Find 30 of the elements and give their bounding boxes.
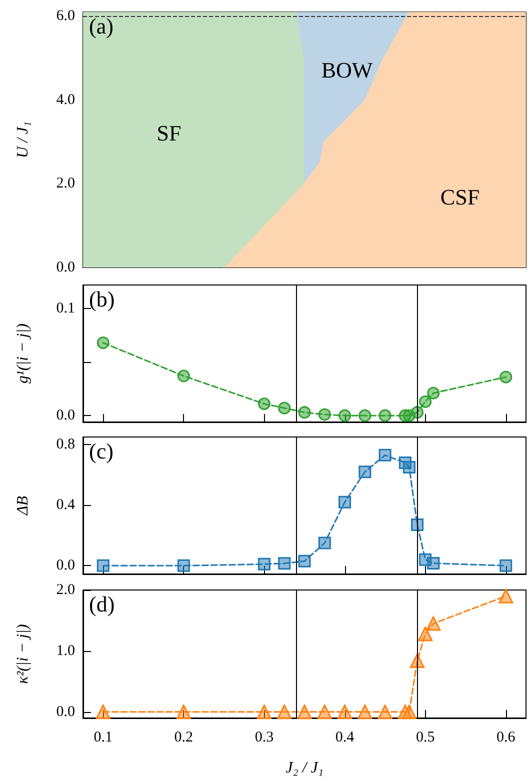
annotation: (c) <box>89 438 114 464</box>
annotation: (a) <box>89 14 114 38</box>
y-tick-label: 2.0 <box>56 582 75 598</box>
x-axis-title: J₂ / J₁ <box>286 760 324 776</box>
annotation: BOW <box>321 58 373 82</box>
x-tick-label: 0.3 <box>254 730 274 746</box>
y-tick-label: 2.0 <box>56 176 75 192</box>
y-tick-label: 0.0 <box>56 260 75 276</box>
y-tick-label: 4.0 <box>56 92 75 108</box>
annotation: (b) <box>89 286 115 312</box>
x-tick-label: 0.5 <box>416 730 435 746</box>
y-axis-title: U / J₁ <box>14 121 32 158</box>
x-tick-label: 0.2 <box>174 730 194 746</box>
y-axis-title: κ²(|i − j|) <box>14 624 32 684</box>
annotation: CSF <box>440 184 480 210</box>
y-tick-label: 0.0 <box>56 558 75 574</box>
y-tick-label: 0.8 <box>56 436 75 453</box>
y-tick-label: 0.4 <box>56 497 76 514</box>
x-tick-label: 0.1 <box>94 730 113 746</box>
annotation: (d) <box>89 592 115 616</box>
annotation: SF <box>156 120 182 146</box>
y-axis-title: ΔB <box>14 496 32 516</box>
y-tick-label: 1.0 <box>56 642 75 659</box>
y-tick-label: 0.0 <box>56 704 75 720</box>
x-tick-label: 0.4 <box>335 730 355 746</box>
y-axis-title: g¹(|i − j|) <box>14 324 32 384</box>
y-tick-label: 0.0 <box>56 408 75 424</box>
x-tick-label: 0.6 <box>496 730 516 746</box>
y-tick-label: 6.0 <box>56 8 75 24</box>
y-tick-label: 0.1 <box>56 300 75 317</box>
